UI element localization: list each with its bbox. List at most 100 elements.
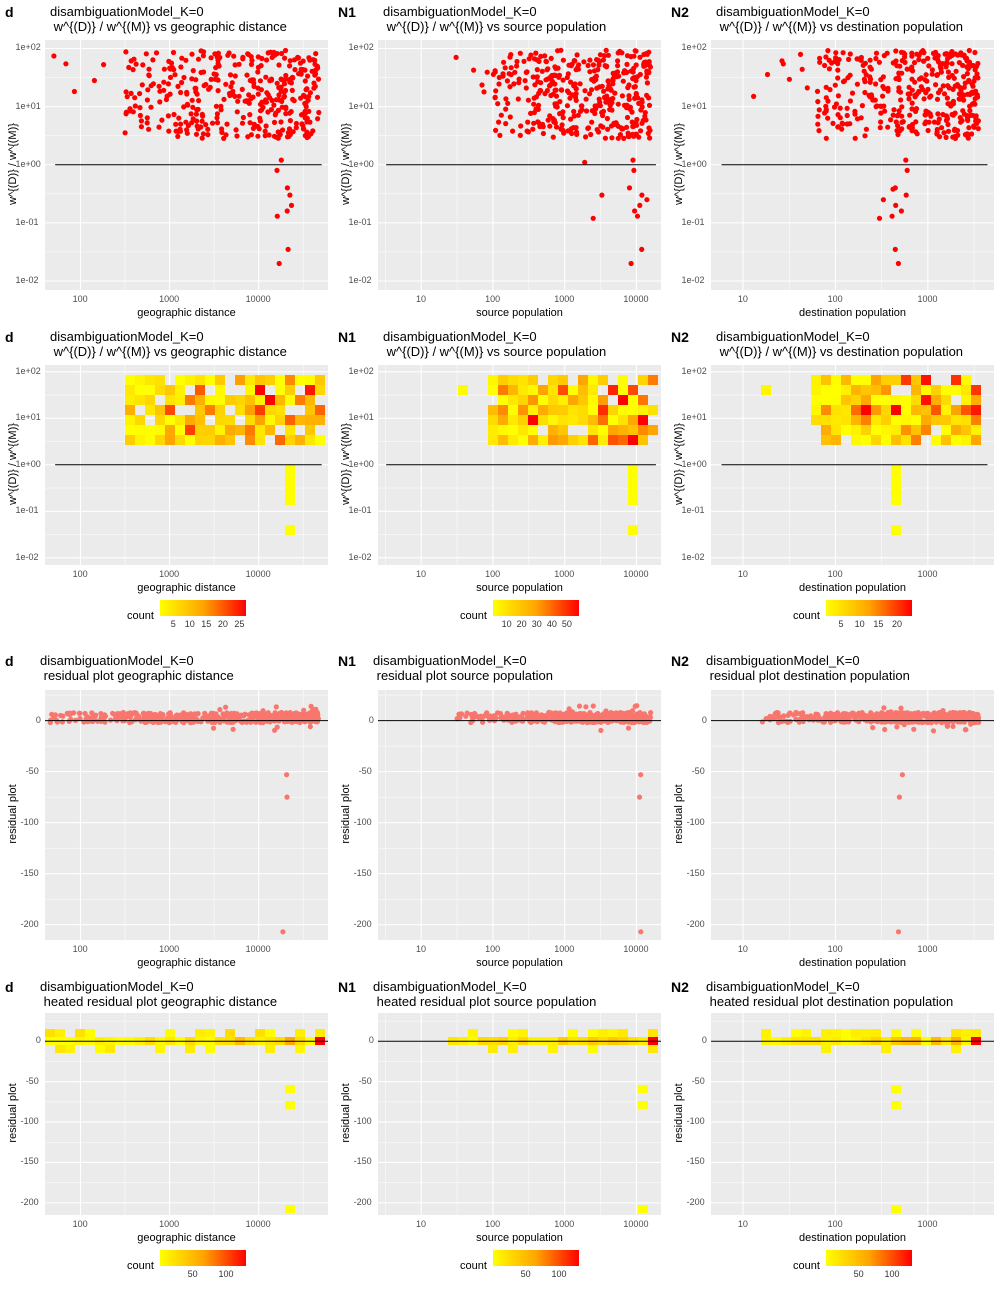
heat-tile — [901, 425, 911, 435]
heat-tile — [245, 425, 255, 435]
heat-tile — [901, 435, 911, 445]
heat-tile — [971, 435, 981, 445]
heat-tile — [135, 395, 145, 405]
x-tick-label: 10 — [737, 1219, 748, 1229]
heat-tile — [831, 405, 841, 415]
data-point — [550, 134, 556, 140]
y-tick-label: -100 — [353, 816, 372, 827]
x-tick-label: 1000 — [159, 569, 180, 579]
y-tick-label: 1e-02 — [681, 274, 705, 285]
legend-colorbar — [493, 600, 579, 616]
data-point — [879, 713, 885, 719]
heat-tile — [901, 415, 911, 425]
x-axis-label: geographic distance — [137, 307, 236, 319]
data-point — [67, 711, 73, 717]
points — [453, 47, 653, 267]
data-point — [617, 132, 623, 138]
x-axis-label: geographic distance — [137, 1232, 236, 1244]
data-point — [644, 197, 650, 203]
heat-tile — [295, 1045, 305, 1053]
data-point — [601, 88, 607, 94]
heat-tile — [518, 395, 528, 405]
data-point — [161, 79, 167, 85]
heat-tile — [941, 405, 951, 415]
heat-tile — [245, 385, 255, 395]
data-point — [496, 81, 502, 87]
data-point — [203, 122, 209, 128]
heat-tile — [608, 385, 618, 395]
data-point — [751, 93, 757, 99]
data-point — [903, 710, 909, 716]
heat-tile — [871, 385, 881, 395]
data-point — [899, 104, 905, 110]
heat-tile — [498, 425, 508, 435]
data-point — [926, 119, 932, 125]
data-point — [953, 68, 959, 74]
data-point — [150, 81, 156, 87]
data-point — [642, 62, 649, 68]
data-point — [271, 133, 277, 139]
data-point — [630, 76, 636, 82]
data-point — [634, 213, 641, 219]
y-tick-label: 1e+02 — [681, 42, 707, 53]
data-point — [920, 48, 926, 54]
data-point — [157, 715, 163, 721]
data-point — [571, 113, 577, 119]
x-tick-label: 1000 — [554, 1219, 575, 1229]
data-point — [66, 718, 72, 724]
heat-tile — [831, 425, 841, 435]
data-point — [592, 75, 598, 81]
x-tick-label: 10000 — [623, 569, 649, 579]
data-point — [841, 78, 848, 84]
data-point — [229, 80, 235, 86]
data-point — [165, 715, 171, 721]
heat-tile — [628, 435, 638, 445]
heat-tile — [608, 415, 618, 425]
data-point — [962, 132, 968, 138]
data-point — [259, 55, 265, 62]
data-point — [587, 69, 593, 75]
heat-tile — [285, 485, 295, 495]
data-point — [140, 710, 146, 716]
heat-tile — [255, 395, 265, 405]
data-point — [952, 710, 958, 716]
heat-tile — [548, 405, 558, 415]
heat-tile — [165, 405, 175, 415]
heat-tile — [175, 385, 185, 395]
heat-tile — [155, 385, 165, 395]
panel-tag: N1 — [338, 329, 356, 345]
data-point — [609, 135, 615, 141]
heat-tile — [801, 1029, 811, 1037]
data-point — [311, 85, 317, 91]
data-point — [626, 185, 633, 191]
heat-tile — [295, 1029, 305, 1037]
data-point — [888, 117, 894, 123]
data-point — [206, 86, 212, 92]
heat-tile — [811, 385, 821, 395]
data-point — [960, 108, 966, 114]
data-point — [503, 121, 509, 127]
heat-tile — [225, 425, 235, 435]
heat-tile — [285, 475, 295, 485]
heat-tile — [578, 415, 588, 425]
data-point — [916, 52, 922, 58]
data-point — [276, 260, 282, 267]
data-point — [941, 91, 948, 97]
heat-tile — [285, 525, 295, 535]
heat-tile — [518, 1029, 528, 1037]
data-point — [305, 73, 311, 79]
data-point — [284, 772, 290, 778]
data-point — [867, 74, 873, 80]
heat-tile — [508, 375, 518, 385]
heat-tile — [195, 425, 205, 435]
data-point — [894, 724, 900, 730]
data-point — [200, 131, 206, 137]
data-point — [525, 119, 531, 125]
data-point — [285, 711, 291, 717]
data-point — [501, 59, 507, 65]
data-point — [201, 49, 207, 55]
x-axis-label: destination population — [798, 957, 907, 969]
data-point — [497, 132, 503, 138]
data-point — [816, 107, 822, 113]
heat-tile — [558, 385, 568, 395]
